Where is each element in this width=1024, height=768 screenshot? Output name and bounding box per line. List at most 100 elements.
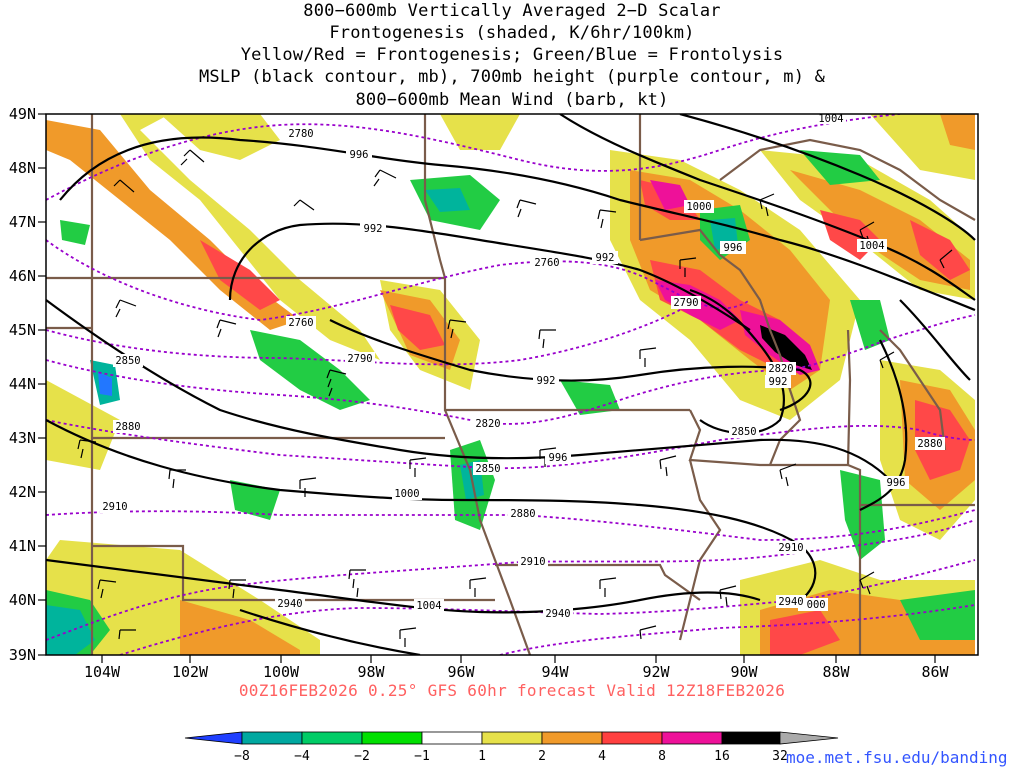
wind-barb xyxy=(599,577,617,597)
mslp-contour xyxy=(59,136,976,312)
fgen-red-area xyxy=(200,240,280,310)
state-border xyxy=(688,409,848,467)
colorbar-segment xyxy=(301,731,363,745)
height-label: 2820 xyxy=(768,363,793,375)
fgen-orange-area xyxy=(790,170,970,290)
wind-barb xyxy=(719,585,737,607)
height-label: 2760 xyxy=(534,257,559,269)
lon-label: 86W xyxy=(921,663,949,681)
height-label: 2850 xyxy=(115,355,140,367)
state-border xyxy=(879,329,947,451)
mslp-contour xyxy=(228,222,751,331)
state-border xyxy=(678,459,722,641)
lat-labels: 49N 48N 47N 46N 45N 44N 43N 42N 41N 40N … xyxy=(9,105,36,664)
mslp-label: 992 xyxy=(364,223,383,235)
lon-label: 104W xyxy=(84,663,121,681)
height-label: 2850 xyxy=(475,463,500,475)
lon-labels: 104W 102W 100W 98W 96W 94W 92W 90W 88W 8… xyxy=(84,663,950,681)
height-label: 2780 xyxy=(288,128,313,140)
wind-barb xyxy=(216,319,237,338)
wind-barb xyxy=(113,179,135,193)
height-label: 2940 xyxy=(545,608,570,620)
state-border xyxy=(443,409,532,655)
mslp-contour xyxy=(329,319,812,412)
wind-barb xyxy=(118,629,136,640)
colorbar xyxy=(184,731,839,745)
fgen-blue-area xyxy=(98,372,112,396)
mslp-label: 1000 xyxy=(686,201,711,213)
mslp-label: 992 xyxy=(596,252,615,264)
state-border xyxy=(846,329,852,466)
lat-label: 43N xyxy=(9,429,36,447)
colorbar-segment xyxy=(421,731,483,745)
fgen-green-area xyxy=(900,590,975,640)
mslp-contour xyxy=(859,339,908,511)
lon-label: 98W xyxy=(357,663,385,681)
height-contour xyxy=(119,559,976,655)
height-label: 2760 xyxy=(288,317,313,329)
height-contour xyxy=(46,314,976,425)
wind-barb xyxy=(469,577,487,597)
lon-label: 94W xyxy=(541,663,569,681)
mslp-contour xyxy=(46,558,761,614)
wind-barb xyxy=(299,477,317,497)
wind-barb xyxy=(538,329,556,349)
fgen-green-area xyxy=(840,470,885,560)
state-border xyxy=(92,544,495,602)
mslp-contour xyxy=(46,299,891,481)
frontogenesis-shading xyxy=(46,114,975,655)
lat-label: 47N xyxy=(9,213,36,231)
wind-barb xyxy=(293,199,315,211)
title-line-2: Frontogenesis (shaded, K/6hr/100km) xyxy=(329,23,695,43)
colorbar-tick: 32 xyxy=(772,749,788,764)
height-labels: 2780 2760 2760 2790 2790 2820 2850 2880 … xyxy=(100,127,945,620)
wind-barb xyxy=(373,169,397,187)
fgen-orange-area xyxy=(940,114,975,150)
mslp-label: 1004 xyxy=(859,240,884,252)
colorbar-segment xyxy=(241,731,303,745)
colorbar-tick: 8 xyxy=(658,749,666,764)
wind-barb xyxy=(859,571,875,595)
fgen-green-area xyxy=(230,480,280,520)
lon-label: 102W xyxy=(172,663,209,681)
colorbar-tick: −1 xyxy=(414,749,430,764)
mslp-label: 996 xyxy=(549,452,568,464)
wind-barb xyxy=(409,457,427,477)
fgen-teal-area xyxy=(425,188,470,212)
lat-label: 49N xyxy=(9,105,36,123)
colorbar-segment xyxy=(184,731,243,745)
lon-label: 90W xyxy=(730,663,758,681)
colorbar-segment xyxy=(779,731,839,745)
mslp-label: 1000 xyxy=(800,599,825,611)
title-line-5: 800−600mb Mean Wind (barb, kt) xyxy=(355,90,669,110)
title-line-3: Yellow/Red = Frontogenesis; Green/Blue =… xyxy=(240,45,784,65)
height-label: 2850 xyxy=(731,426,756,438)
mslp-label: 1000 xyxy=(394,488,419,500)
state-border xyxy=(639,228,802,466)
height-label: 2910 xyxy=(778,542,803,554)
wind-barb xyxy=(115,299,137,318)
source-credit-link[interactable]: moe.met.fsu.edu/banding xyxy=(786,748,1008,767)
fgen-red-area xyxy=(910,220,970,280)
colorbar-segment xyxy=(661,731,723,745)
colorbar-labels: −8 −4 −2 −1 1 2 4 8 16 32 xyxy=(234,749,788,764)
state-border xyxy=(423,114,447,279)
fgen-green-area xyxy=(250,330,370,410)
mslp-label: 996 xyxy=(350,149,369,161)
state-border xyxy=(719,138,976,221)
state-borders xyxy=(46,114,976,655)
lat-label: 44N xyxy=(9,375,36,393)
lat-label: 40N xyxy=(9,591,36,609)
wind-barb xyxy=(516,199,537,218)
wind-barb xyxy=(639,347,657,367)
colorbar-tick: 16 xyxy=(714,749,730,764)
mslp-label: 996 xyxy=(724,242,743,254)
wind-barb xyxy=(659,455,677,477)
mslp-label: 1004 xyxy=(416,600,441,612)
wind-barb xyxy=(939,249,953,269)
forecast-valid-caption: 00Z16FEB2026 0.25° GFS 60hr forecast Val… xyxy=(238,681,786,700)
lon-ticks xyxy=(101,655,936,663)
colorbar-tick: 2 xyxy=(538,749,546,764)
wind-barb xyxy=(168,469,186,489)
wind-barb xyxy=(639,625,657,640)
